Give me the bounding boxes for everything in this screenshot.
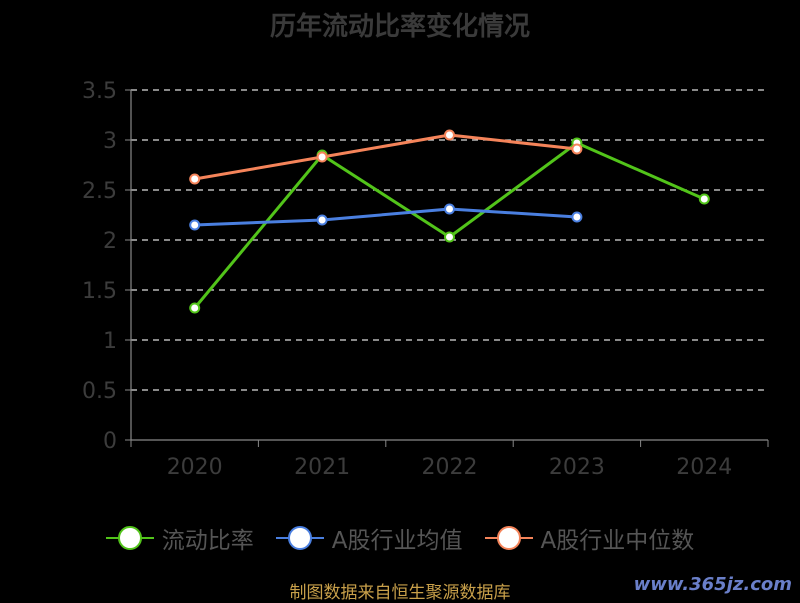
x-tick-label: 2020 [167,455,223,480]
y-tick-label: 0 [103,429,117,454]
legend-marker-icon [105,526,154,550]
y-tick-label: 2 [103,229,117,254]
data-point-series-2 [571,211,583,223]
data-point-series-3 [571,143,583,155]
legend: 流动比率 A股行业均值 A股行业中位数 [0,520,800,556]
data-point-series-3 [189,173,201,185]
x-tick-label: 2023 [549,455,605,480]
legend-label: A股行业中位数 [540,528,695,554]
data-point-series-1 [189,302,201,314]
data-point-series-3 [444,129,455,141]
data-point-series-2 [444,203,455,215]
watermark-logo: www.365jz.com [633,574,792,595]
series-line-1 [193,141,705,309]
legend-item-series-2[interactable]: A股行业均值 [275,521,463,555]
data-source-note: 制图数据来自恒生聚源数据库 [289,583,511,603]
data-point-series-2 [316,214,328,226]
legend-marker-icon [484,526,533,550]
y-tick-label: 3.5 [82,79,117,104]
legend-label: A股行业均值 [331,528,463,554]
data-point-series-2 [189,219,201,231]
y-tick-label: 1 [103,329,117,354]
series-line-2 [194,207,577,227]
data-point-series-1 [444,231,455,243]
data-point-series-3 [316,151,328,163]
chart-title: 历年流动比率变化情况 [269,12,530,42]
legend-label: 流动比率 [161,528,254,554]
legend-item-series-3[interactable]: A股行业中位数 [484,521,695,555]
legend-item-series-1[interactable]: 流动比率 [105,521,254,555]
y-tick-label: 3 [103,129,117,154]
x-tick-label: 2021 [294,455,350,480]
series-line-3 [194,133,578,181]
x-tick-label: 2022 [422,455,478,480]
data-point-series-1 [698,193,710,205]
x-tick-label: 2024 [676,455,732,480]
legend-marker-icon [275,526,324,550]
y-tick-label: 1.5 [82,279,117,304]
y-tick-label: 0.5 [82,379,117,404]
y-tick-label: 2.5 [82,179,117,204]
